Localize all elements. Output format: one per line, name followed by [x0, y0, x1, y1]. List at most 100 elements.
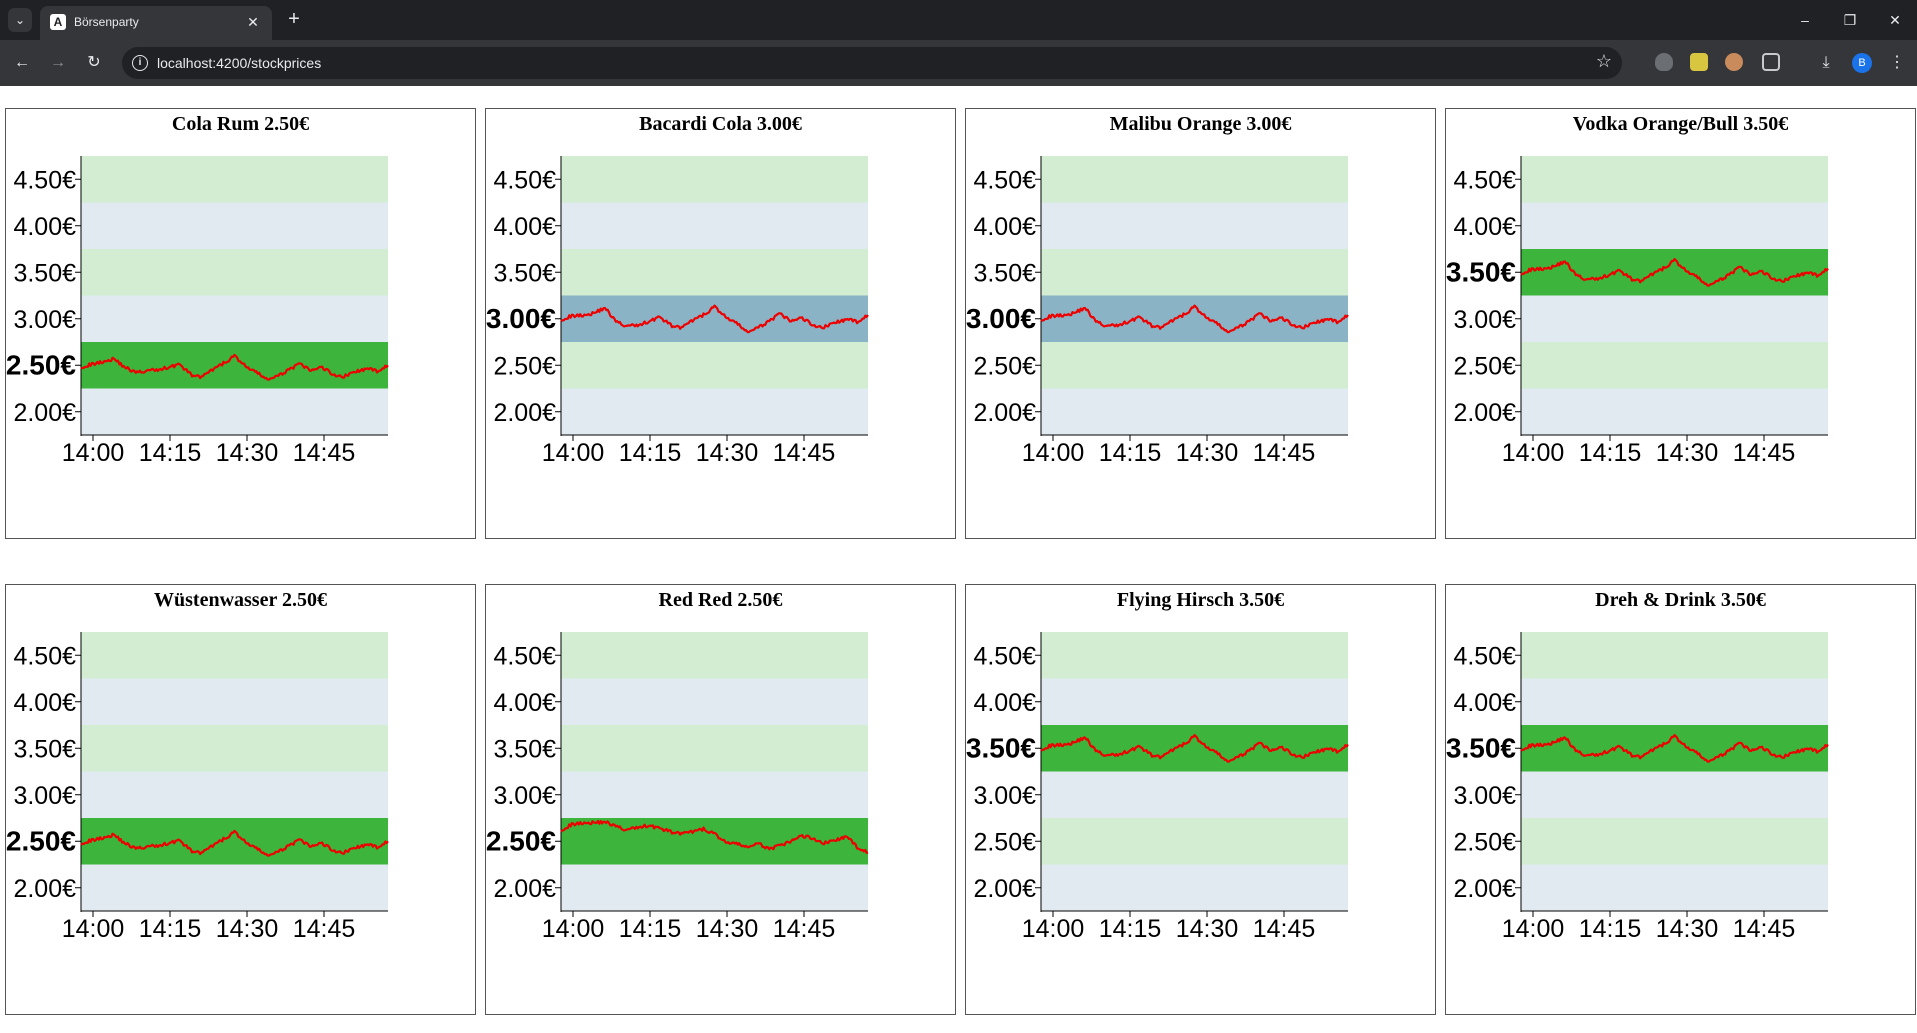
price-line	[560, 304, 869, 334]
y-tick-label: 4.00€	[493, 213, 556, 241]
y-tick-label: 3.50€	[973, 259, 1036, 287]
x-tick-label: 14:15	[1099, 915, 1162, 943]
current-price-band	[1521, 725, 1828, 772]
x-tick-label: 14:30	[1656, 915, 1719, 943]
x-tick-label: 14:30	[696, 439, 759, 467]
drink-title: Wüstenwasser 2.50€	[154, 589, 327, 611]
current-price-band	[81, 342, 388, 389]
y-tick-label-current: 2.50€	[6, 349, 76, 380]
drink-title: Dreh & Drink 3.50€	[1595, 589, 1766, 611]
browser-tab-bar: ⌄ A Börsenparty ✕ + – ❐ ✕	[0, 0, 1917, 40]
x-tick-label: 14:00	[1022, 915, 1085, 943]
x-tick-label: 14:45	[1253, 915, 1316, 943]
minimize-icon[interactable]: –	[1801, 12, 1809, 28]
price-band	[81, 295, 388, 342]
price-band	[1521, 342, 1828, 389]
y-tick-label: 4.00€	[493, 689, 556, 717]
x-tick-label: 14:45	[293, 915, 356, 943]
reload-icon[interactable]: ↻	[87, 54, 101, 71]
browser-toolbar: ← → ↻ i localhost:4200/stockprices ☆ ⤓ B…	[0, 40, 1917, 86]
stock-card: Cola Rum 2.50€ 2.00€ 2.50€ 3.00€ 3.50€ 4.00€…	[5, 108, 476, 539]
price-band	[1041, 864, 1348, 911]
drink-title: Bacardi Cola 3.00€	[639, 113, 802, 135]
price-line	[80, 829, 389, 857]
x-tick-label: 14:45	[1733, 439, 1796, 467]
price-line	[1040, 304, 1349, 334]
y-tick-label: 2.50€	[493, 352, 556, 380]
x-tick-label: 14:45	[293, 439, 356, 467]
x-tick-label: 14:00	[1502, 439, 1565, 467]
current-price-band	[1521, 249, 1828, 296]
y-tick-label: 2.00€	[493, 399, 556, 427]
stock-card: Flying Hirsch 3.50€ 2.00€ 2.50€ 3.00€ 3.50€…	[965, 584, 1436, 1015]
x-tick-label: 14:00	[1502, 915, 1565, 943]
stock-card: Bacardi Cola 3.00€ 2.00€ 2.50€ 3.00€ 3.50€ 4…	[485, 108, 956, 539]
price-band	[1041, 771, 1348, 818]
y-tick-label: 4.50€	[13, 642, 76, 670]
y-tick-label: 4.50€	[973, 642, 1036, 670]
price-band	[1521, 388, 1828, 435]
x-tick-label: 14:30	[1176, 439, 1239, 467]
price-band	[1041, 342, 1348, 389]
current-price-band	[561, 818, 868, 865]
price-band	[561, 864, 868, 911]
y-tick-label: 4.00€	[973, 689, 1036, 717]
extensions-puzzle-icon[interactable]	[1762, 53, 1780, 71]
price-band	[81, 388, 388, 435]
price-band	[1521, 864, 1828, 911]
y-tick-label-current: 2.50€	[486, 825, 556, 856]
price-line	[1520, 734, 1829, 763]
browser-tab[interactable]: A Börsenparty ✕	[40, 6, 272, 40]
price-band	[81, 249, 388, 296]
drink-title: Cola Rum 2.50€	[171, 113, 310, 135]
address-bar[interactable]: i localhost:4200/stockprices ☆	[122, 47, 1622, 79]
y-tick-label: 2.50€	[973, 828, 1036, 856]
profile-avatar[interactable]: B	[1852, 53, 1872, 73]
site-info-icon[interactable]: i	[132, 55, 148, 71]
y-tick-label: 4.50€	[973, 166, 1036, 194]
current-price-band	[1041, 295, 1348, 342]
extension-yellow-icon[interactable]	[1690, 53, 1708, 71]
x-tick-label: 14:15	[1579, 439, 1642, 467]
menu-kebab-icon[interactable]: ⋮	[1889, 54, 1905, 71]
y-tick-label: 3.50€	[493, 735, 556, 763]
url-text[interactable]: localhost:4200/stockprices	[157, 55, 322, 71]
price-band	[1521, 156, 1828, 203]
price-chart: 2.00€ 2.50€ 3.00€ 3.50€ 4.00€ 4.50€ 14:00 14:15…	[6, 632, 389, 943]
y-tick-label: 2.50€	[1453, 828, 1516, 856]
shield-extension-icon[interactable]	[1655, 53, 1673, 71]
price-line	[1040, 734, 1349, 763]
download-icon[interactable]: ⤓	[1822, 54, 1830, 71]
y-tick-label: 2.00€	[13, 875, 76, 903]
tab-search-chevron-icon[interactable]: ⌄	[8, 8, 32, 32]
close-window-icon[interactable]: ✕	[1889, 12, 1901, 28]
forward-arrow-icon[interactable]: →	[50, 54, 66, 71]
price-band	[1521, 771, 1828, 818]
stock-card: Malibu Orange 3.00€ 2.00€ 2.50€ 3.00€ 3.50€…	[965, 108, 1436, 539]
y-tick-label-current: 3.00€	[486, 303, 556, 334]
restore-icon[interactable]: ❐	[1843, 12, 1857, 28]
y-tick-label: 2.00€	[973, 399, 1036, 427]
new-tab-plus-icon[interactable]: +	[288, 8, 300, 30]
x-tick-label: 14:45	[1253, 439, 1316, 467]
x-tick-label: 14:00	[62, 439, 125, 467]
price-band	[1521, 678, 1828, 725]
extension-face-icon[interactable]	[1725, 53, 1743, 71]
price-band	[561, 156, 868, 203]
y-tick-label: 4.00€	[1453, 213, 1516, 241]
price-band	[1041, 818, 1348, 865]
price-band	[561, 771, 868, 818]
stock-card: Wüstenwasser 2.50€ 2.00€ 2.50€ 3.00€ 3.50€ 4…	[5, 584, 476, 1015]
price-band	[81, 725, 388, 772]
tab-close-icon[interactable]: ✕	[247, 14, 259, 30]
price-line	[560, 819, 869, 854]
x-tick-label: 14:45	[773, 915, 836, 943]
back-arrow-icon[interactable]: ←	[14, 54, 30, 71]
y-tick-label: 4.50€	[1453, 642, 1516, 670]
x-tick-label: 14:00	[542, 915, 605, 943]
y-tick-label-current: 3.50€	[1446, 256, 1516, 287]
drink-title: Vodka Orange/Bull 3.50€	[1572, 113, 1789, 135]
bookmark-star-icon[interactable]: ☆	[1595, 51, 1612, 71]
current-price-band	[1041, 725, 1348, 772]
current-price-band	[561, 295, 868, 342]
